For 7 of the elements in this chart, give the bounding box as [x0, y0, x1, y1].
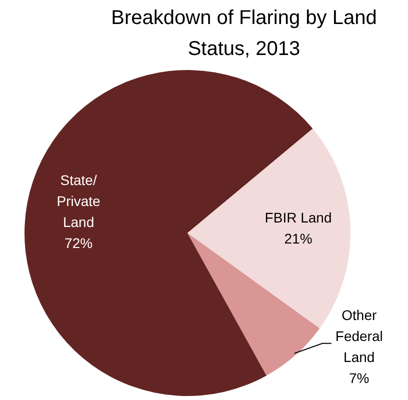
slice-label: State/Private Land [56, 172, 101, 230]
chart-title: Breakdown of Flaring by Land Status, 2013 [110, 6, 378, 62]
data-label: 72% [64, 234, 93, 251]
slice-label: FBIR Land [264, 209, 332, 226]
slice-label: Other Federal Land [335, 306, 383, 365]
data-label: 21% [284, 230, 312, 246]
data-label: 7% [349, 370, 370, 386]
